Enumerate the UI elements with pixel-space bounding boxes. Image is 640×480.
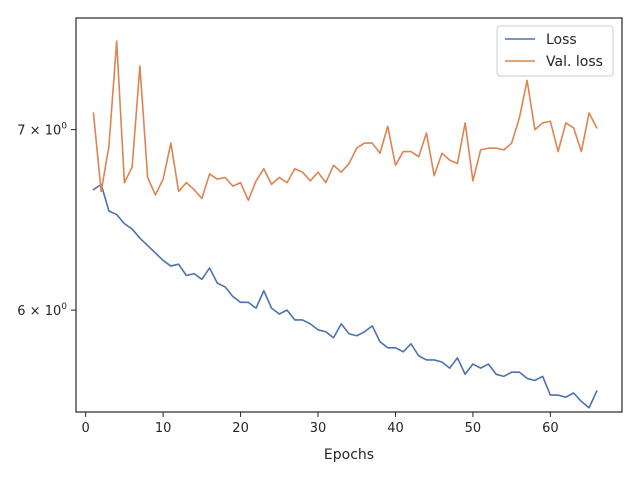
y-tick-label: 7 × 100 (17, 122, 67, 139)
x-axis-label: Epochs (324, 447, 374, 463)
x-tick-label: 0 (82, 421, 90, 436)
x-tick-label: 20 (232, 421, 249, 436)
legend-label-val-loss: Val. loss (546, 54, 603, 70)
y-axis: 6 × 100 7 × 100 (17, 122, 76, 319)
series-layer (92, 40, 598, 409)
x-tick-label: 30 (310, 421, 327, 436)
x-tick-label: 60 (542, 421, 559, 436)
x-tick-label: 40 (387, 421, 404, 436)
y-tick-label: 6 × 100 (17, 302, 67, 319)
x-tick-label: 50 (465, 421, 482, 436)
plot-frame (75, 17, 623, 413)
x-axis: 0 10 20 30 40 50 60 (82, 412, 559, 436)
series-line-val-loss (92, 40, 598, 202)
legend: Loss Val. loss (496, 25, 614, 77)
series-line-loss (92, 183, 598, 409)
legend-label-loss: Loss (546, 32, 577, 48)
x-tick-label: 10 (155, 421, 172, 436)
